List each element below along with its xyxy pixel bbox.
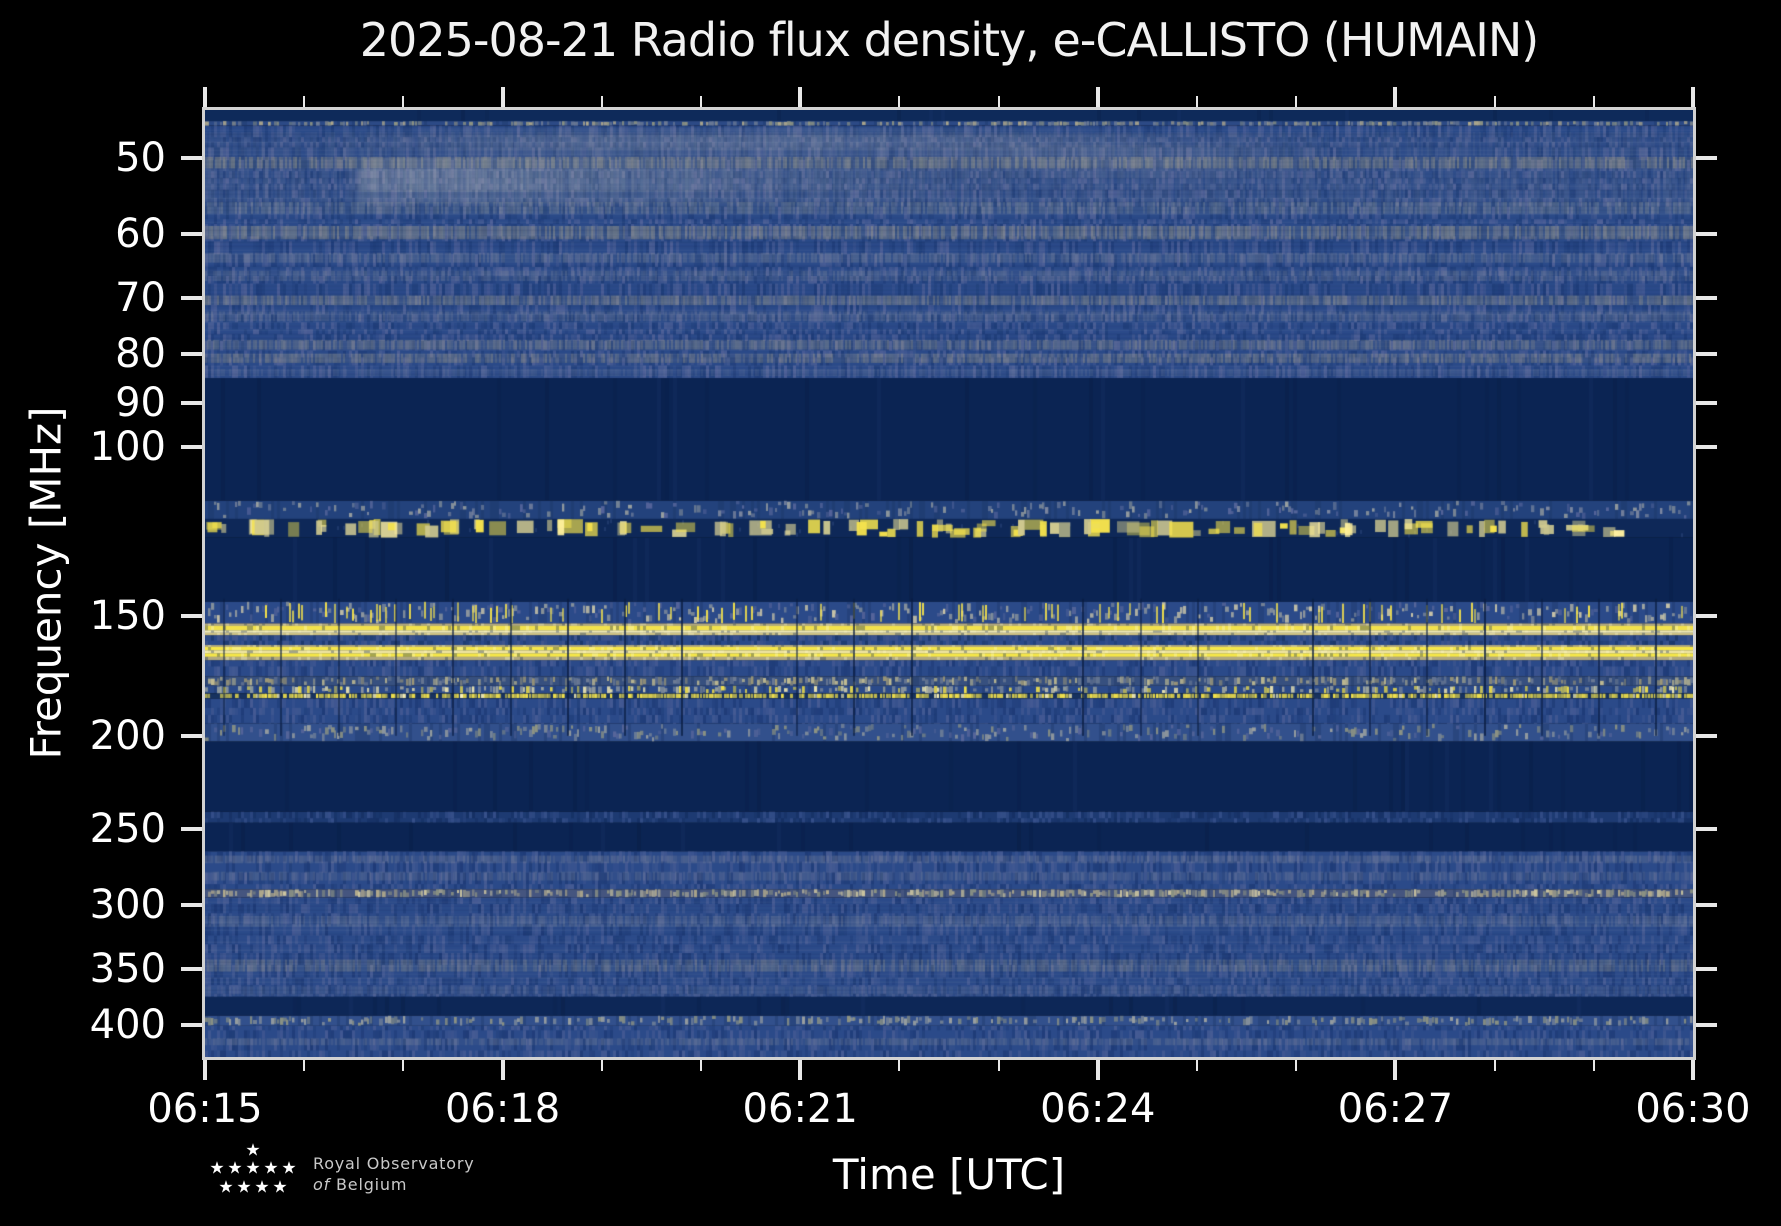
logo-org-name: Royal Observatory <box>313 1154 475 1173</box>
axis-tick <box>600 1060 603 1071</box>
axis-tick <box>1696 1022 1717 1027</box>
axis-tick <box>181 967 202 972</box>
axis-tick <box>1696 826 1717 831</box>
axis-tick <box>1696 231 1717 236</box>
axis-tick <box>500 1060 505 1080</box>
y-tick-label: 90 <box>115 379 166 426</box>
y-tick-label: 250 <box>89 805 166 852</box>
axis-tick <box>203 87 207 107</box>
x-tick-label: 06:21 <box>742 1086 858 1132</box>
axis-tick <box>1592 1060 1595 1071</box>
axis-tick <box>181 295 202 300</box>
axis-tick <box>1295 1060 1298 1071</box>
axis-tick <box>1696 444 1717 449</box>
axis-tick <box>181 155 202 160</box>
y-tick-label: 70 <box>115 274 166 321</box>
y-tick-label: 50 <box>115 134 166 181</box>
axis-tick <box>203 1060 207 1080</box>
axis-tick <box>181 400 202 405</box>
axis-tick <box>303 96 306 107</box>
axis-tick <box>402 1060 405 1071</box>
axis-tick <box>1592 96 1595 107</box>
axis-tick <box>1095 1060 1100 1080</box>
axis-tick <box>181 351 202 356</box>
axis-tick <box>1696 295 1717 300</box>
star-icon: ★ <box>254 1177 270 1198</box>
axis-tick <box>997 96 1000 107</box>
axis-tick <box>700 1060 702 1071</box>
axis-tick <box>1196 1060 1198 1071</box>
axis-tick <box>898 96 901 107</box>
star-icon: ★ <box>218 1177 234 1198</box>
axis-tick <box>898 1060 901 1071</box>
axis-tick <box>500 87 505 107</box>
y-tick-label: 400 <box>89 1001 166 1048</box>
axis-tick <box>181 1022 202 1027</box>
axis-tick <box>181 733 202 738</box>
y-tick-label: 80 <box>115 330 166 377</box>
axis-tick <box>1696 967 1717 972</box>
y-tick-label: 200 <box>89 712 166 759</box>
axis-tick <box>1696 613 1717 618</box>
axis-tick <box>1691 87 1695 107</box>
axis-tick <box>1493 1060 1496 1071</box>
axis-tick <box>1393 87 1398 107</box>
axis-tick <box>798 87 803 107</box>
x-tick-label: 06:18 <box>444 1086 561 1132</box>
star-icon: ★ <box>209 1158 225 1179</box>
star-icon: ★ <box>263 1158 279 1179</box>
y-tick-label: 60 <box>115 210 166 257</box>
axis-tick <box>181 613 202 618</box>
star-icon: ★ <box>281 1158 297 1179</box>
axis-tick <box>181 444 202 449</box>
star-icon: ★ <box>245 1158 261 1179</box>
y-tick-label: 100 <box>89 423 166 470</box>
axis-tick <box>1196 96 1198 107</box>
x-tick-label: 06:27 <box>1337 1086 1454 1132</box>
star-icon: ★ <box>245 1140 261 1161</box>
axis-tick <box>600 96 603 107</box>
axis-tick <box>181 826 202 831</box>
axis-tick <box>798 1060 803 1080</box>
axis-tick <box>303 1060 306 1071</box>
y-tick-label: 150 <box>89 592 166 639</box>
axis-tick <box>1393 1060 1398 1080</box>
x-axis-label: Time [UTC] <box>832 1150 1066 1199</box>
axis-tick <box>1696 902 1717 907</box>
axis-tick <box>1295 96 1298 107</box>
axis-tick <box>1493 96 1496 107</box>
plot-frame <box>202 107 1696 1060</box>
star-icon: ★ <box>236 1177 252 1198</box>
x-tick-label: 06:30 <box>1635 1086 1751 1132</box>
y-tick-label: 350 <box>89 946 166 993</box>
logo-of-word: of <box>313 1175 331 1194</box>
spectrogram-canvas <box>205 110 1693 1057</box>
y-tick-label: 300 <box>89 881 166 928</box>
axis-tick <box>181 902 202 907</box>
y-axis-label: Frequency [MHz] <box>21 406 71 760</box>
axis-tick <box>1095 87 1100 107</box>
axis-tick <box>1696 155 1717 160</box>
axis-tick <box>1696 733 1717 738</box>
axis-tick <box>700 96 702 107</box>
star-icon: ★ <box>272 1177 288 1198</box>
axis-tick <box>1696 351 1717 356</box>
page-title: 2025-08-21 Radio flux density, e-CALLIST… <box>359 13 1539 67</box>
logo-org-country: of Belgium <box>313 1175 407 1194</box>
star-icon: ★ <box>227 1158 243 1179</box>
logo-belgium-word: Belgium <box>336 1175 408 1194</box>
axis-tick <box>181 231 202 236</box>
x-tick-label: 06:15 <box>147 1086 263 1132</box>
axis-tick <box>1691 1060 1695 1080</box>
axis-tick <box>402 96 405 107</box>
axis-tick <box>997 1060 1000 1071</box>
axis-tick <box>1696 400 1717 405</box>
x-tick-label: 06:24 <box>1040 1086 1156 1132</box>
